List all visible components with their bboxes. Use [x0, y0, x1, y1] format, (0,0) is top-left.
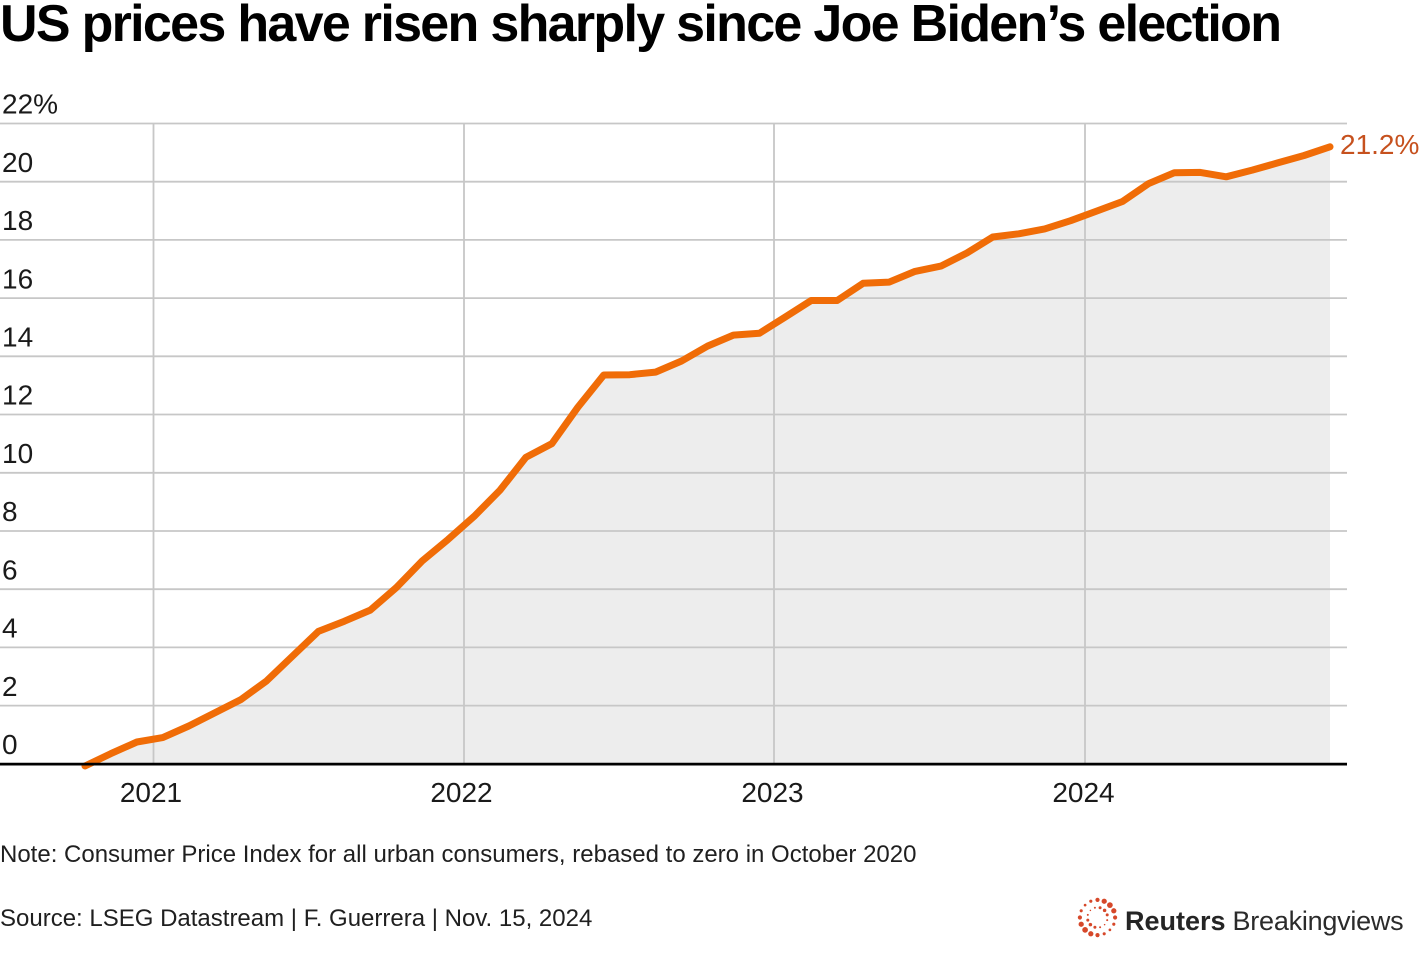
svg-text:4: 4: [2, 613, 18, 644]
svg-text:2023: 2023: [741, 777, 803, 808]
svg-text:2024: 2024: [1052, 777, 1114, 808]
svg-text:14: 14: [2, 322, 33, 353]
svg-text:6: 6: [2, 554, 18, 585]
svg-text:8: 8: [2, 496, 18, 527]
svg-text:21.2%: 21.2%: [1340, 129, 1419, 160]
svg-text:2: 2: [2, 671, 18, 702]
svg-text:2021: 2021: [120, 777, 182, 808]
svg-text:12: 12: [2, 380, 33, 411]
svg-text:10: 10: [2, 438, 33, 469]
svg-text:20: 20: [2, 147, 33, 178]
svg-text:0: 0: [2, 729, 18, 760]
svg-text:2022: 2022: [430, 777, 492, 808]
svg-text:16: 16: [2, 263, 33, 294]
svg-text:22%: 22%: [2, 89, 58, 120]
svg-text:18: 18: [2, 205, 33, 236]
